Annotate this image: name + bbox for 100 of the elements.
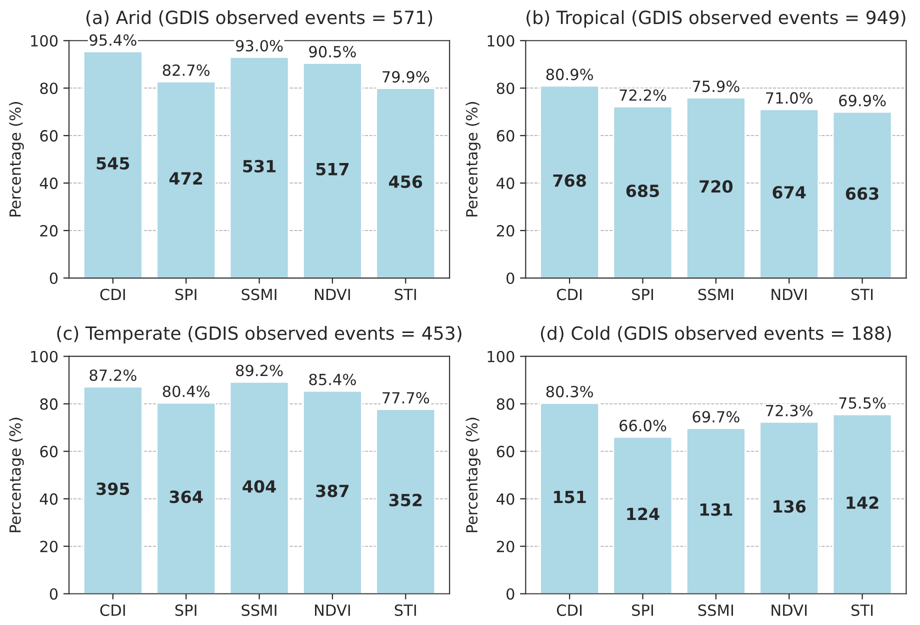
chart-title: (c) Temperate (GDIS observed events = 453) — [57, 326, 462, 344]
annotation: 404 — [242, 480, 276, 493]
x-tick-label: SSMI — [242, 288, 276, 300]
y-tick-label: 60 — [40, 446, 58, 458]
annotation: 142 — [846, 496, 878, 509]
x-tick-label: STI — [394, 288, 416, 300]
y-tick-label: 80 — [40, 82, 58, 94]
y-tick-label: 20 — [496, 225, 514, 237]
data-label: 75.5% — [839, 397, 886, 409]
annotation: 768 — [553, 174, 586, 187]
annotation: 663 — [846, 187, 878, 200]
data-label: 79.9% — [382, 71, 430, 83]
chart-title: (a) Arid (GDIS observed events = 571) — [86, 10, 432, 26]
data-label: 72.2% — [620, 89, 666, 101]
y-axis-title: Percentage (%) — [466, 102, 481, 216]
y-tick-label: 60 — [40, 130, 58, 142]
y-tick-label: 40 — [40, 178, 58, 190]
x-tick-label: NDVI — [315, 604, 350, 616]
data-label: 69.9% — [839, 94, 886, 106]
x-tick-label: CDI — [556, 604, 582, 616]
data-label: 95.4% — [90, 34, 136, 46]
y-tick-label: 80 — [496, 398, 514, 410]
y-tick-label: 0 — [50, 272, 58, 284]
y-axis-title: Percentage (%) — [466, 418, 481, 532]
data-label: 71.0% — [766, 92, 813, 104]
y-tick-label: 0 — [506, 588, 514, 600]
data-label: 75.9% — [692, 80, 740, 92]
x-tick-label: NDVI — [772, 604, 807, 616]
x-tick-label: SPI — [632, 604, 653, 616]
annotation: 131 — [700, 503, 732, 516]
x-tick-label: SSMI — [242, 604, 276, 616]
y-tick-label: 20 — [496, 540, 514, 552]
chart-title: (b) Tropical (GDIS observed events = 949) — [526, 10, 906, 28]
annotation: 136 — [774, 500, 806, 513]
x-tick-label: STI — [394, 604, 416, 616]
annotation: 720 — [700, 180, 733, 193]
x-tick-label: NDVI — [315, 288, 350, 300]
y-tick-label: 40 — [496, 493, 514, 505]
annotation: 674 — [772, 186, 806, 199]
data-label: 80.9% — [546, 68, 593, 80]
annotation: 545 — [96, 157, 130, 170]
x-tick-label: SPI — [632, 288, 653, 300]
y-tick-label: 60 — [496, 130, 514, 142]
data-label: 69.7% — [692, 410, 740, 423]
x-tick-label: SSMI — [698, 604, 733, 616]
bar — [540, 85, 600, 278]
bar — [156, 402, 216, 594]
data-label: 82.7% — [162, 64, 210, 76]
annotation: 685 — [626, 184, 659, 198]
data-label: 87.2% — [90, 369, 136, 382]
data-label: 85.4% — [309, 374, 356, 386]
x-tick-label: CDI — [100, 288, 125, 300]
annotation: 472 — [169, 172, 202, 184]
data-label: 89.2% — [236, 364, 283, 376]
data-label: 66.0% — [620, 420, 666, 432]
y-tick-label: 20 — [40, 540, 58, 552]
data-label: 90.5% — [309, 46, 356, 58]
y-tick-label: 100 — [31, 35, 58, 47]
y-tick-label: 0 — [50, 588, 58, 600]
x-tick-label: SPI — [175, 288, 196, 300]
data-label: 77.7% — [382, 392, 430, 404]
data-label: 72.3% — [766, 404, 813, 416]
x-tick-label: STI — [852, 604, 873, 616]
x-tick-label: SPI — [175, 604, 196, 616]
y-axis-title: Percentage (%) — [9, 418, 24, 532]
bar — [229, 381, 290, 594]
y-tick-label: 0 — [506, 272, 514, 284]
annotation: 456 — [388, 175, 422, 188]
bar — [156, 81, 216, 278]
annotation: 352 — [389, 494, 422, 506]
annotation: 517 — [316, 163, 349, 176]
y-tick-label: 40 — [496, 178, 514, 190]
annotation: 151 — [554, 490, 586, 504]
annotation: 124 — [627, 508, 660, 520]
x-tick-label: CDI — [556, 288, 582, 300]
y-tick-label: 40 — [40, 493, 58, 505]
y-tick-label: 100 — [31, 350, 58, 362]
y-axis-title: Percentage (%) — [9, 102, 24, 216]
bar — [376, 88, 436, 278]
data-label: 93.0% — [236, 40, 283, 52]
x-tick-label: STI — [852, 288, 873, 300]
bar — [759, 108, 820, 278]
bar — [82, 386, 143, 594]
annotation: 387 — [316, 484, 349, 498]
annotation: 364 — [170, 490, 203, 504]
y-tick-label: 100 — [488, 350, 514, 362]
x-tick-label: SSMI — [698, 288, 733, 300]
bar — [686, 428, 746, 594]
y-tick-label: 60 — [496, 446, 514, 458]
y-tick-label: 80 — [496, 82, 514, 94]
annotation: 395 — [96, 482, 130, 496]
data-label: 80.4% — [162, 386, 210, 398]
x-tick-label: NDVI — [772, 288, 807, 300]
data-label: 80.3% — [546, 386, 593, 398]
x-tick-label: CDI — [100, 604, 125, 616]
y-tick-label: 100 — [488, 35, 514, 47]
y-tick-label: 20 — [40, 225, 58, 237]
annotation: 531 — [243, 160, 276, 172]
y-tick-label: 80 — [40, 398, 58, 410]
chart-title: (d) Cold (GDIS observed events = 188) — [540, 326, 891, 342]
